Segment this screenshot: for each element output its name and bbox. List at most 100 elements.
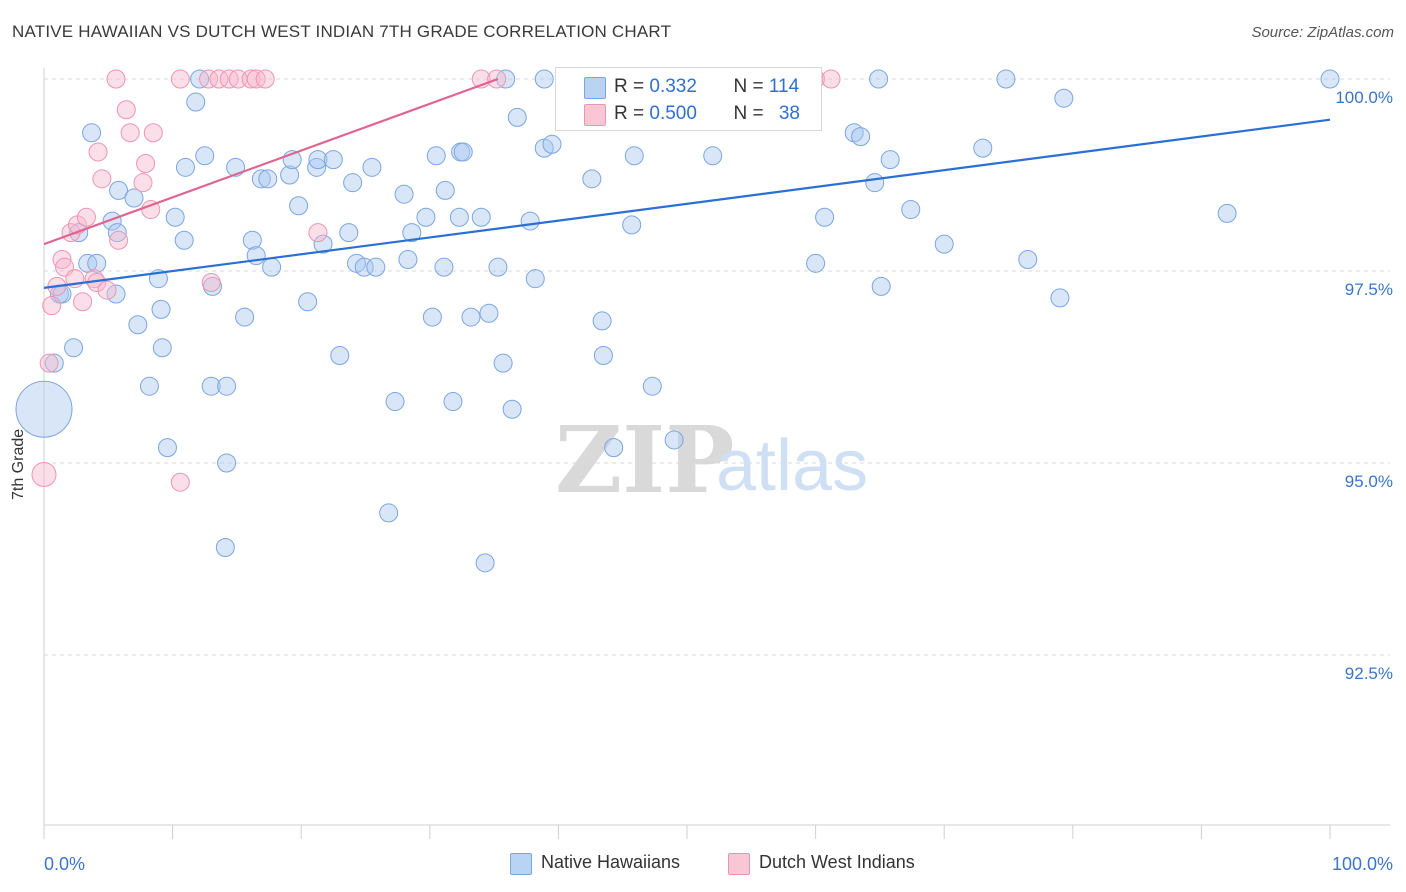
native-hawaiian-point-105 bbox=[901, 200, 921, 220]
native-hawaiian-point-102 bbox=[869, 69, 889, 89]
native-hawaiian-point-59 bbox=[422, 307, 442, 327]
native-hawaiian-point-68 bbox=[471, 207, 491, 227]
dutch-west-indian-point-34 bbox=[308, 223, 328, 243]
dutch-west-indian-point-23 bbox=[143, 123, 163, 143]
native-hawaiian-point-50 bbox=[354, 257, 374, 277]
native-hawaiian-point-97 bbox=[806, 253, 826, 273]
native-hawaiian-point-29 bbox=[217, 453, 237, 473]
legend-n-label-blue: N = bbox=[733, 76, 769, 97]
native-hawaiian-point-47 bbox=[339, 223, 359, 243]
native-hawaiian-point-18 bbox=[152, 338, 172, 358]
native-hawaiian-point-100 bbox=[851, 127, 871, 147]
native-hawaiian-point-55 bbox=[394, 184, 414, 204]
native-hawaiian-point-83 bbox=[592, 311, 612, 331]
legend-n-label-pink: N = bbox=[733, 103, 769, 124]
dutch-west-indian-point-2 bbox=[42, 296, 62, 316]
native-hawaiian-point-57 bbox=[402, 223, 422, 243]
native-hawaiian-point-19 bbox=[157, 438, 177, 458]
native-hawaiian-point-30 bbox=[217, 376, 237, 396]
native-hawaiian-point-44 bbox=[313, 234, 333, 254]
bottom-legend-swatch-pink bbox=[728, 853, 750, 875]
native-hawaiian-point-24 bbox=[186, 92, 206, 112]
native-hawaiian-point-32 bbox=[235, 307, 255, 327]
native-hawaiian-point-22 bbox=[174, 230, 194, 250]
native-hawaiian-point-43 bbox=[308, 150, 328, 170]
native-hawaiian-point-76 bbox=[520, 211, 540, 231]
native-hawaiian-point-51 bbox=[362, 157, 382, 177]
dutch-west-indian-point-18 bbox=[116, 100, 136, 120]
native-hawaiian-point-1 bbox=[44, 353, 64, 373]
dutch-west-indian-point-9 bbox=[73, 292, 93, 312]
legend-r-label-pink: R = bbox=[614, 103, 650, 124]
native-hawaiian-point-72 bbox=[493, 353, 513, 373]
native-hawaiian-point-71 bbox=[488, 257, 508, 277]
native-hawaiian-point-74 bbox=[507, 107, 527, 127]
dutch-west-indian-point-19 bbox=[120, 123, 140, 143]
dutch-west-indian-point-31 bbox=[241, 69, 261, 89]
tick-labels: 92.5% 95.0% 97.5% 100.0% 0.0% 100.0% bbox=[44, 88, 1393, 874]
gridlines bbox=[44, 78, 1390, 656]
native-hawaiian-point-4 bbox=[64, 338, 84, 358]
native-hawaiian-point-10 bbox=[107, 223, 127, 243]
legend-swatch-blue bbox=[584, 77, 606, 99]
legend-r-value-pink: 0.500 bbox=[649, 103, 697, 124]
native-hawaiian-point-13 bbox=[124, 188, 144, 208]
native-hawaiian-trend-line bbox=[43, 118, 1331, 289]
native-hawaiian-point-75 bbox=[502, 399, 522, 419]
y-axis-label: 7th Grade bbox=[10, 428, 27, 500]
chart-title: NATIVE HAWAIIAN VS DUTCH WEST INDIAN 7TH… bbox=[12, 22, 672, 41]
trend-lines bbox=[43, 77, 1331, 289]
stats-legend: R = 0.332 N = 114 R = 0.500 N = 38 bbox=[555, 67, 822, 131]
legend-n-value-blue: 114 bbox=[768, 76, 800, 97]
dutch-west-indian-point-38 bbox=[821, 69, 841, 89]
native-hawaiian-point-66 bbox=[453, 142, 473, 162]
native-hawaiian-point-41 bbox=[298, 292, 318, 312]
native-hawaiian-point-86 bbox=[604, 438, 624, 458]
native-hawaiian-point-89 bbox=[624, 146, 644, 166]
native-hawaiian-point-61 bbox=[434, 257, 454, 277]
y-tick-label-2: 97.5% bbox=[1345, 280, 1393, 299]
legend-r-label-blue: R = bbox=[614, 76, 650, 97]
native-hawaiian-point-42 bbox=[307, 157, 327, 177]
legend-row-pink: R = 0.500 N = 38 bbox=[614, 103, 800, 125]
dutch-west-indian-point-27 bbox=[201, 273, 221, 293]
native-hawaiian-point-108 bbox=[996, 69, 1016, 89]
native-hawaiian-point-15 bbox=[139, 376, 159, 396]
native-hawaiian-point-17 bbox=[151, 299, 171, 319]
dutch-west-indian-point-21 bbox=[136, 153, 156, 173]
native-hawaiian-point-67 bbox=[461, 307, 481, 327]
x-tick-label-0: 0.0% bbox=[44, 854, 85, 874]
source-label: Source: ZipAtlas.com bbox=[1251, 24, 1394, 41]
native-hawaiian-point-20 bbox=[165, 207, 185, 227]
native-hawaiian-point-63 bbox=[443, 392, 463, 412]
dutch-west-indian-point-16 bbox=[109, 230, 129, 250]
dutch-west-indian-point-28 bbox=[209, 69, 229, 89]
watermark-zip: ZIP bbox=[555, 406, 734, 514]
native-hawaiian-point-26 bbox=[201, 376, 221, 396]
native-hawaiian-point-77 bbox=[525, 269, 545, 289]
legend-swatch-pink bbox=[584, 104, 606, 126]
native-hawaiian-point-64 bbox=[449, 207, 469, 227]
native-hawaiian-point-62 bbox=[435, 180, 455, 200]
native-hawaiian-point-106 bbox=[934, 234, 954, 254]
native-hawaiian-point-36 bbox=[258, 169, 278, 189]
native-hawaiian-point-54 bbox=[385, 392, 405, 412]
dutch-west-indian-point-15 bbox=[97, 280, 117, 300]
y-tick-label-3: 100.0% bbox=[1335, 88, 1393, 107]
native-hawaiian-point-38 bbox=[280, 165, 300, 185]
bottom-legend-blue: Native Hawaiians bbox=[541, 852, 681, 872]
dutch-west-indian-point-20 bbox=[133, 173, 153, 193]
native-hawaiian-point-94 bbox=[703, 146, 723, 166]
x-tick-label-1: 100.0% bbox=[1332, 854, 1393, 874]
native-hawaiian-point-33 bbox=[242, 230, 262, 250]
native-hawaiian-point-91 bbox=[642, 376, 662, 396]
native-hawaiian-point-37 bbox=[262, 257, 282, 277]
series-dutch-west-indians bbox=[31, 69, 841, 492]
native-hawaiian-point-79 bbox=[534, 69, 554, 89]
native-hawaiian-point-12 bbox=[109, 180, 129, 200]
native-hawaiian-point-21 bbox=[175, 157, 195, 177]
y-tick-label-1: 95.0% bbox=[1345, 472, 1393, 491]
dutch-west-indian-point-4 bbox=[52, 249, 72, 269]
legend-row-blue: R = 0.332 N = 114 bbox=[614, 76, 799, 98]
dutch-west-indian-point-0 bbox=[31, 462, 57, 488]
